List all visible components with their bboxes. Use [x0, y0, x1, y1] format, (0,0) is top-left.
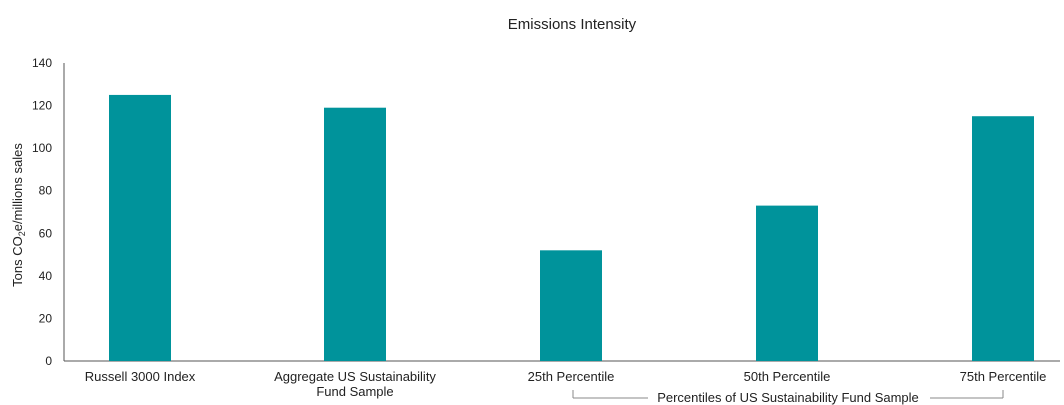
bar-2	[324, 107, 386, 361]
y-tick-label: 40	[39, 269, 53, 283]
x-category-label: Aggregate US Sustainability Fund Sample	[274, 369, 436, 399]
bar-3	[540, 250, 602, 361]
y-tick-label: 0	[45, 354, 52, 368]
percentile-group-bracket: Percentiles of US Sustainability Fund Sa…	[572, 390, 1004, 405]
bar-1	[109, 94, 171, 361]
y-tick-label: 20	[39, 311, 53, 325]
y-tick-label: 140	[32, 56, 52, 70]
x-category-label: 50th Percentile	[744, 369, 831, 384]
y-tick-label: 60	[39, 226, 53, 240]
x-labels: Russell 3000 Index Aggregate US Sustainab…	[85, 369, 1047, 399]
chart-title: Emissions Intensity	[508, 16, 637, 33]
y-tick-label: 100	[32, 141, 52, 155]
percentile-group-label: Percentiles of US Sustainability Fund Sa…	[657, 390, 919, 405]
x-category-label: Russell 3000 Index	[85, 369, 196, 384]
y-axis-label: Tons CO2e/millions sales	[10, 143, 27, 287]
x-category-label: 25th Percentile	[528, 369, 615, 384]
x-category-label: 75th Percentile	[960, 369, 1047, 384]
bar-4	[756, 205, 818, 361]
bar-5	[972, 116, 1034, 361]
bars	[109, 94, 1034, 361]
y-tick-label: 80	[39, 184, 53, 198]
y-ticks: 0 20 40 60 80 100 120 140	[32, 56, 52, 368]
y-tick-label: 120	[32, 99, 52, 113]
